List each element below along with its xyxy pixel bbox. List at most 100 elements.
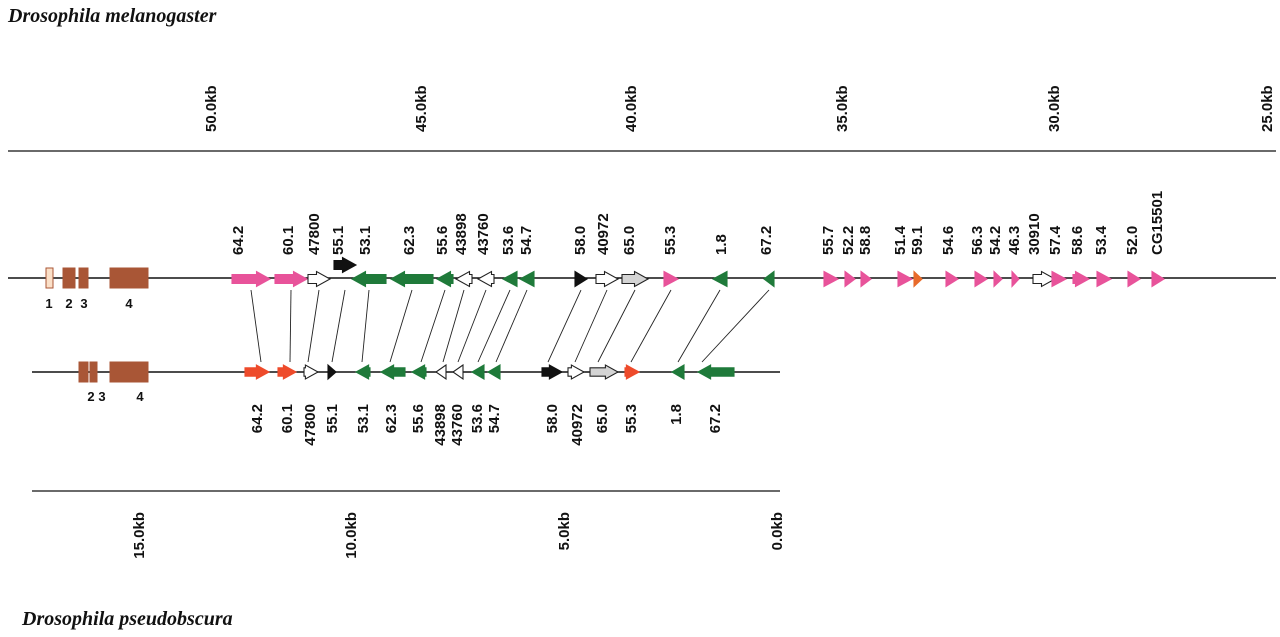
melanogaster-gene-label: 43760 [475,213,492,255]
melanogaster-gene-60.1 [274,270,309,288]
melanogaster-gene-46.3 [1011,270,1020,288]
melanogaster-gene-55.6 [435,270,454,288]
pseudoobscura-scale-label: 10.0kb [343,512,360,559]
melanogaster-exon [45,267,54,289]
melanogaster-gene-label: 55.6 [434,226,451,255]
pseudoobscura-gene-label: 60.1 [279,404,296,433]
pseudoobscura-scale-label: 15.0kb [131,512,148,559]
melanogaster-gene-label: 30910 [1026,213,1043,255]
pseudoobscura-exon-label: 3 [98,389,105,404]
melanogaster-gene-1.8 [711,270,728,288]
ortholog-connector [331,289,346,363]
melanogaster-gene-57.4 [1051,270,1068,288]
pseudoobscura-gene-label: 67.2 [707,404,724,433]
pseudoobscura-gene-40972 [567,364,586,380]
melanogaster-exon-label: 3 [80,296,87,311]
melanogaster-exon [62,267,76,289]
ortholog-connector [574,289,608,363]
melanogaster-exon-label: 2 [65,296,72,311]
pseudoobscura-scale-label: 0.0kb [769,512,786,550]
melanogaster-exon [78,267,89,289]
pseudoobscura-gene-54.7 [486,364,501,380]
melanogaster-gene-label: 51.4 [892,225,909,255]
melanogaster-gene-label: 55.7 [820,226,837,255]
pseudoobscura-gene-43898 [435,363,447,381]
melanogaster-gene-53.1 [350,270,387,288]
melanogaster-scale-label: 50.0kb [203,85,220,132]
melanogaster-gene-52.2 [844,270,856,288]
melanogaster-gene-label: CG15501 [1149,191,1166,255]
melanogaster-gene-55.3 [663,270,680,288]
melanogaster-gene-label: 56.3 [969,226,986,255]
ortholog-connector [307,289,320,363]
melanogaster-gene-53.4 [1096,270,1113,288]
melanogaster-scale-label: 30.0kb [1046,85,1063,132]
pseudoobscura-gene-label: 40972 [569,404,586,446]
melanogaster-gene-58.8 [860,270,872,288]
melanogaster-gene-65.0 [621,270,650,288]
melanogaster-gene-59.1 [913,270,923,288]
species-title-melanogaster: Drosophila melanogaster [8,5,217,27]
pseudoobscura-gene-67.2 [696,364,735,380]
melanogaster-gene-label: 54.7 [518,226,535,255]
melanogaster-gene-47800 [307,270,332,288]
melanogaster-gene-label: 54.2 [987,226,1004,255]
melanogaster-gene-label: 60.1 [280,226,297,255]
pseudoobscura-gene-label: 55.3 [623,404,640,433]
melanogaster-gene-label: 67.2 [758,226,775,255]
melanogaster-scale-label: 45.0kb [413,85,430,132]
pseudoobscura-gene-62.3 [379,364,406,380]
melanogaster-gene-label: 58.8 [857,226,874,255]
melanogaster-gene-62.3 [389,270,434,288]
pseudoobscura-gene-label: 55.1 [324,404,341,433]
melanogaster-exon [109,267,149,289]
melanogaster-gene-label: 47800 [306,213,323,255]
melanogaster-exon-label: 4 [125,296,133,311]
pseudoobscura-gene-label: 53.1 [355,404,372,433]
melanogaster-gene-label: 52.2 [840,226,857,255]
pseudoobscura-gene-47800 [303,364,320,380]
melanogaster-gene-label: 58.0 [572,226,589,255]
melanogaster-gene-label: 46.3 [1006,226,1023,255]
melanogaster-gene-53.6 [501,270,518,288]
melanogaster-scale-label: 25.0kb [1259,85,1276,132]
melanogaster-gene-43760 [476,270,495,288]
melanogaster-gene-56.3 [974,270,989,288]
ortholog-connector [420,289,446,363]
pseudoobscura-gene-55.6 [410,364,427,380]
pseudoobscura-gene-60.1 [277,364,298,380]
ortholog-connector [289,289,292,363]
pseudoobscura-gene-1.8 [670,364,685,380]
melanogaster-gene-label: 62.3 [401,226,418,255]
ortholog-connector [250,289,262,363]
ortholog-connector [495,289,528,363]
pseudoobscura-gene-65.0 [589,364,620,380]
ortholog-connector [442,289,465,363]
pseudoobscura-gene-53.1 [354,364,371,380]
melanogaster-gene-54.6 [945,270,960,288]
pseudoobscura-gene-label: 55.6 [410,404,427,433]
melanogaster-scale-label: 35.0kb [834,85,851,132]
melanogaster-gene-CG15501 [1151,270,1166,288]
melanogaster-gene-52.0 [1127,270,1142,288]
ortholog-connector [547,289,582,363]
ortholog-connector [597,289,636,363]
pseudoobscura-scale-label: 5.0kb [556,512,573,550]
pseudoobscura-gene-label: 43760 [449,404,466,446]
pseudoobscura-gene-label: 64.2 [249,404,266,433]
melanogaster-gene-label: 53.1 [357,226,374,255]
pseudoobscura-exon [89,361,98,383]
melanogaster-gene-label: 43898 [453,213,470,255]
melanogaster-gene-67.2 [763,270,775,288]
melanogaster-gene-label: 54.6 [940,226,957,255]
melanogaster-scale-label: 40.0kb [623,85,640,132]
melanogaster-gene-label: 40972 [595,213,612,255]
pseudoobscura-gene-label: 47800 [302,404,319,446]
melanogaster-gene-58.0 [574,270,589,288]
melanogaster-gene-label: 65.0 [621,226,638,255]
pseudoobscura-exon [109,361,149,383]
melanogaster-gene-label: 53.6 [500,226,517,255]
ortholog-connector [457,289,487,363]
pseudoobscura-gene-58.0 [541,364,564,380]
